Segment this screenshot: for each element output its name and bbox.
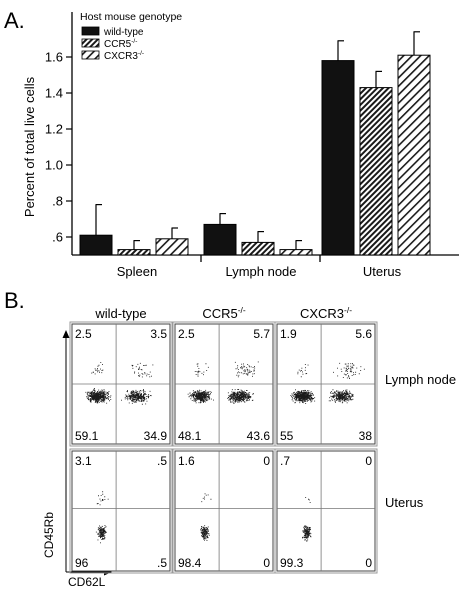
column-header-text: CCR5 [202, 306, 237, 321]
flow-cytometry-panel: CD62L CD45Rb wild-type CCR5-/- CXCR3-/- 2.… [42, 305, 456, 589]
cd45rb-arrow-head [62, 330, 70, 338]
bar [79, 234, 113, 256]
quadrant-lr: 0 [263, 556, 270, 570]
plot-outer-frame [274, 321, 378, 447]
quadrant-ur: 5.6 [355, 327, 372, 341]
y-tick-label: .6 [52, 230, 63, 245]
quadrant-ur: 5.7 [253, 327, 270, 341]
category-label: Lymph node [225, 264, 296, 279]
quadrant-ll: 98.4 [178, 556, 202, 570]
legend: Host mouse genotype wild-typeCCR5-/-CXCR… [80, 11, 182, 62]
legend-swatch [81, 26, 100, 36]
category-label: Uterus [363, 264, 402, 279]
quadrant-ur: 3.5 [150, 327, 167, 341]
legend-entry: CXCR3-/- [104, 50, 144, 62]
quadrant-ul: 2.5 [178, 327, 195, 341]
y-tick-label: 1.6 [45, 50, 63, 65]
plot-outer-frame [274, 448, 378, 574]
quadrant-ur: .5 [157, 454, 167, 468]
row-label: Uterus [385, 495, 424, 510]
y-tick-label: 1.4 [45, 86, 63, 101]
dot-plot: 1.9 5.6 55 38 [274, 321, 378, 447]
superscript: -/- [138, 50, 144, 57]
quadrant-lr: .5 [157, 556, 167, 570]
bar [321, 60, 355, 256]
quadrant-lr: 0 [365, 556, 372, 570]
row-labels: Lymph node Uterus [385, 372, 456, 510]
plot-frame [174, 450, 274, 572]
bar [241, 241, 275, 256]
quadrant-ll: 48.1 [178, 429, 202, 443]
quadrant-ul: 3.1 [75, 454, 92, 468]
category-labels: Spleen Lymph node Uterus [117, 264, 402, 279]
panel-a-label: A. [4, 8, 25, 33]
quadrant-ur: 0 [263, 454, 270, 468]
quadrant-lr: 38 [359, 429, 373, 443]
legend-entry-text: wild-type [103, 27, 144, 38]
legend-entry-text: CXCR3 [104, 51, 138, 62]
event-dots [85, 362, 154, 405]
event-dots [302, 497, 312, 542]
bar [279, 249, 313, 256]
legend-swatch [81, 50, 100, 60]
legend-title: Host mouse genotype [80, 11, 182, 23]
plot-frame [276, 450, 376, 572]
y-tick-label: .8 [52, 194, 63, 209]
quadrant-ul: 1.6 [178, 454, 195, 468]
bar [203, 223, 237, 256]
cd62l-label: CD62L [68, 575, 106, 589]
superscript: -/- [344, 305, 352, 315]
plot-outer-frame [69, 321, 173, 447]
event-dots [290, 362, 365, 404]
bar-chart: Percent of total live cells .6 .8 1.0 1.2 1.… [22, 11, 459, 279]
legend-entry: CCR5-/- [104, 38, 137, 50]
dot-plots: 2.5 3.5 59.1 34.9 2.5 5.7 48.1 43.6 1.9 5.6 55 38 3.… [69, 321, 378, 574]
category-label: Spleen [117, 264, 157, 279]
quadrant-ll: 99.3 [280, 556, 304, 570]
legend-swatch [81, 38, 100, 48]
event-dots [95, 491, 109, 544]
plot-frame [71, 450, 171, 572]
legend-entry-text: CCR5 [104, 39, 132, 50]
quadrant-lr: 43.6 [247, 429, 271, 443]
bar [397, 54, 431, 256]
dot-plot: 3.1 .5 96 .5 [69, 448, 173, 574]
event-dots [187, 361, 259, 404]
quadrant-ul: .7 [280, 454, 290, 468]
dot-plot: 2.5 5.7 48.1 43.6 [172, 321, 276, 447]
quadrant-ul: 2.5 [75, 327, 92, 341]
bar [359, 87, 393, 256]
bar [117, 249, 151, 256]
legend-entry: wild-type [103, 27, 144, 38]
quadrant-ll: 55 [280, 429, 294, 443]
quadrant-lr: 34.9 [144, 429, 168, 443]
dot-plot: .7 0 99.3 0 [274, 448, 378, 574]
plot-outer-frame [69, 448, 173, 574]
column-header: CXCR3-/- [300, 305, 352, 321]
y-axis-label: Percent of total live cells [22, 76, 37, 217]
dot-plot: 1.6 0 98.4 0 [172, 448, 276, 574]
y-tick-label: 1.2 [45, 122, 63, 137]
superscript: -/- [131, 38, 137, 45]
bar [155, 238, 189, 256]
column-header: CCR5-/- [202, 305, 246, 321]
column-headers: wild-type CCR5-/- CXCR3-/- [94, 305, 352, 321]
bar-series [79, 31, 431, 256]
row-label: Lymph node [385, 372, 456, 387]
column-header: wild-type [94, 306, 146, 321]
dot-plot: 2.5 3.5 59.1 34.9 [69, 321, 173, 447]
panel-b-label: B. [4, 288, 25, 313]
column-header-text: CXCR3 [300, 306, 344, 321]
y-tick-label: 1.0 [45, 158, 63, 173]
y-ticks: .6 .8 1.0 1.2 1.4 1.6 [45, 50, 72, 245]
column-header-text: wild-type [94, 306, 146, 321]
quadrant-ul: 1.9 [280, 327, 297, 341]
event-dots [200, 493, 212, 541]
quadrant-ur: 0 [365, 454, 372, 468]
superscript: -/- [238, 305, 246, 315]
quadrant-ll: 96 [75, 556, 89, 570]
cd45rb-label: CD45Rb [42, 512, 56, 558]
quadrant-ll: 59.1 [75, 429, 99, 443]
